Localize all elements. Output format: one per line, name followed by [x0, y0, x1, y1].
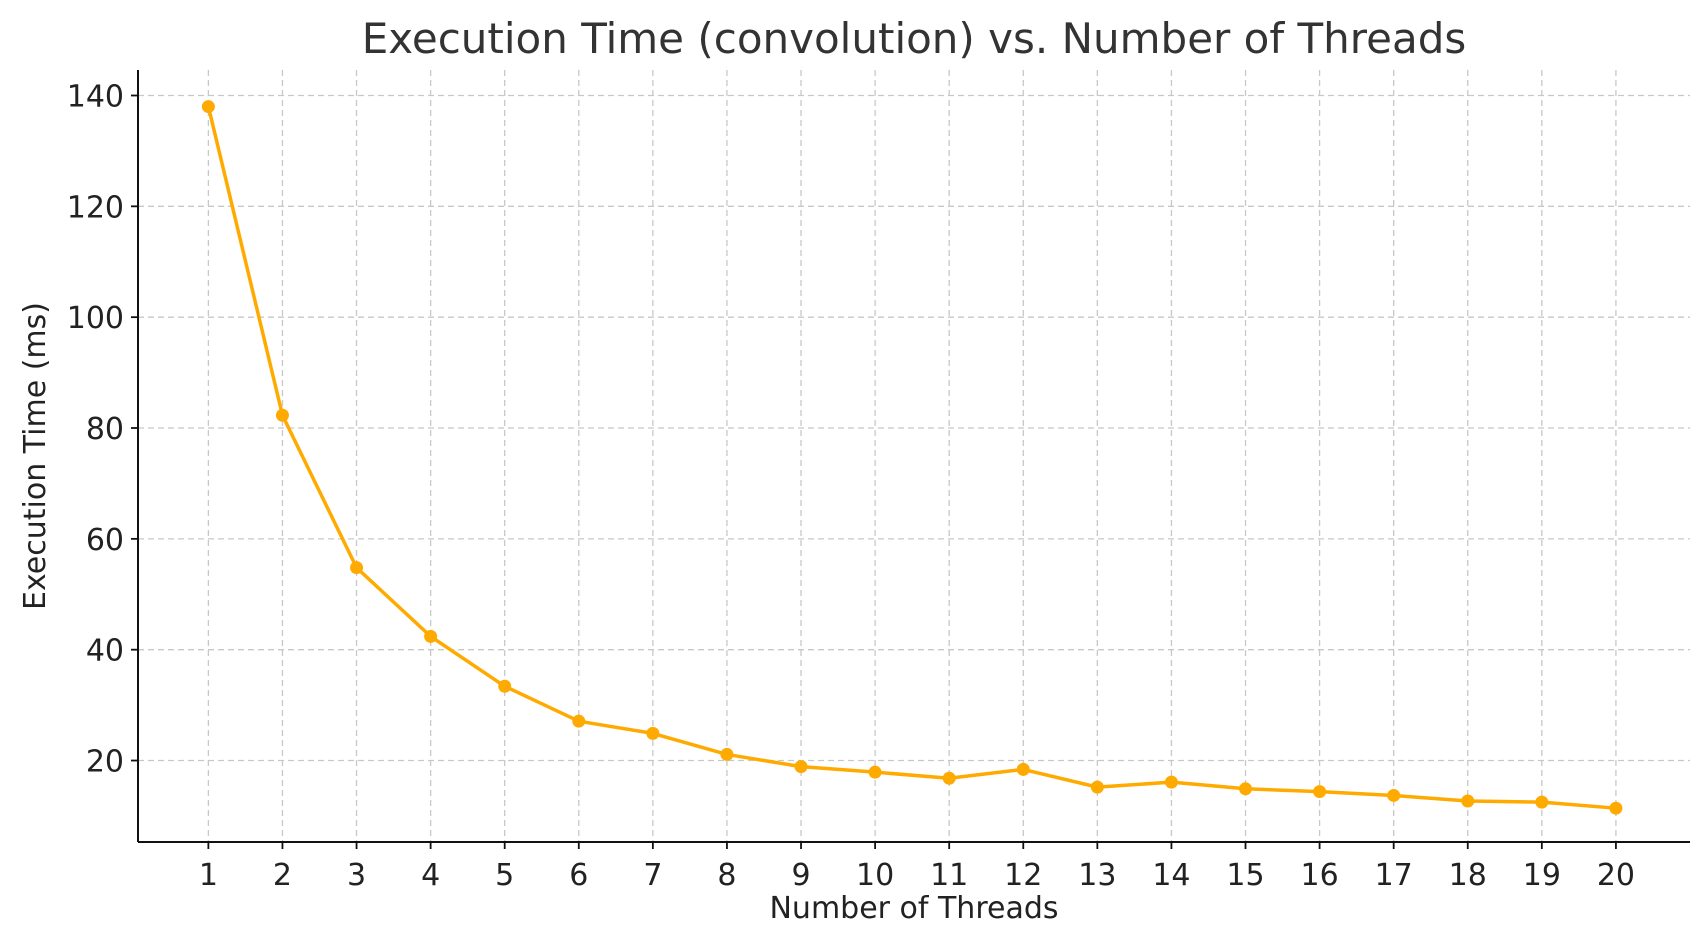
x-tick-label: 6	[569, 858, 588, 893]
x-tick-label: 13	[1078, 858, 1116, 893]
data-point	[1609, 801, 1623, 815]
x-tick-label: 14	[1152, 858, 1190, 893]
y-tick-label: 140	[67, 79, 124, 114]
data-point	[1090, 780, 1104, 794]
x-tick-label: 12	[1004, 858, 1042, 893]
data-point	[942, 771, 956, 785]
grid	[138, 70, 1690, 842]
x-tick-label: 11	[930, 858, 968, 893]
y-axis-ticks: 20 40 60 80 100 120 140	[67, 79, 138, 780]
data-point	[868, 765, 882, 779]
series-line	[206, 106, 1617, 810]
data-point	[201, 100, 215, 114]
x-tick-label: 8	[717, 858, 736, 893]
data-point	[498, 679, 512, 693]
x-axis-label: Number of Threads	[769, 891, 1058, 926]
data-point	[1239, 782, 1253, 796]
axes	[137, 70, 1690, 843]
y-tick-label: 40	[86, 634, 124, 669]
x-tick-label: 16	[1301, 858, 1339, 893]
x-tick-label: 1	[199, 858, 218, 893]
data-point	[275, 408, 289, 422]
data-point	[720, 747, 734, 761]
y-axis-label: Execution Time (ms)	[18, 302, 53, 610]
data-point	[794, 760, 808, 774]
x-tick-label: 18	[1449, 858, 1487, 893]
data-point	[1387, 788, 1401, 802]
y-tick-label: 20	[86, 745, 124, 780]
data-point	[424, 629, 438, 643]
data-point	[1313, 785, 1327, 799]
y-tick-label: 100	[67, 301, 124, 336]
y-tick-label: 80	[86, 412, 124, 447]
data-point	[1016, 762, 1030, 776]
y-tick-label: 60	[86, 523, 124, 558]
x-tick-label: 2	[273, 858, 292, 893]
series	[201, 100, 1623, 815]
data-point	[572, 714, 586, 728]
x-tick-label: 19	[1523, 858, 1561, 893]
x-tick-label: 10	[856, 858, 894, 893]
data-point	[350, 561, 364, 575]
data-point	[1164, 775, 1178, 789]
x-tick-label: 7	[643, 858, 662, 893]
x-axis-ticks: 1 2 3 4 5 6 7 8 9 10 11 12 13 14 15 16 17 18 19 20	[199, 842, 1635, 893]
x-tick-label: 20	[1597, 858, 1635, 893]
x-tick-label: 5	[495, 858, 514, 893]
x-tick-label: 17	[1375, 858, 1413, 893]
data-point	[646, 726, 660, 740]
data-point	[1461, 794, 1475, 808]
data-point	[1535, 795, 1549, 809]
x-tick-label: 9	[791, 858, 810, 893]
x-tick-label: 4	[421, 858, 440, 893]
y-tick-label: 120	[67, 190, 124, 225]
x-tick-label: 15	[1226, 858, 1264, 893]
x-tick-label: 3	[347, 858, 366, 893]
chart-title: Execution Time (convolution) vs. Number …	[362, 14, 1467, 63]
